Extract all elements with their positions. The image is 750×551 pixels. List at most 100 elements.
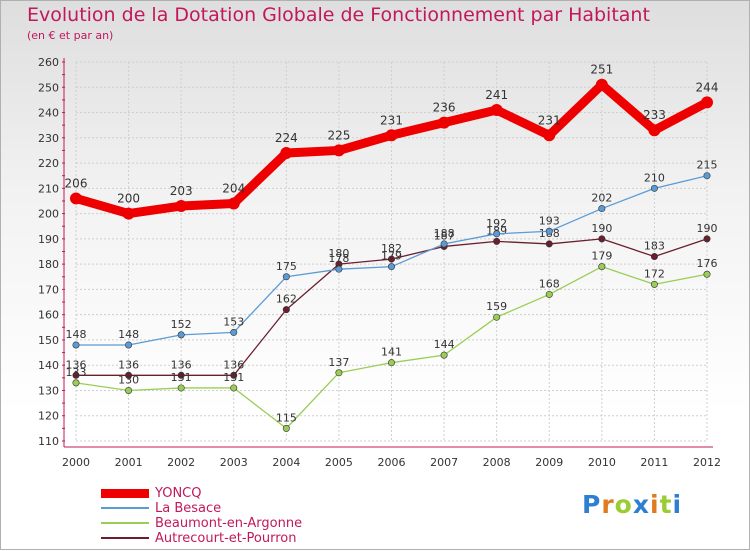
- data-point: [701, 96, 713, 109]
- y-tick-label: 140: [38, 359, 59, 372]
- data-label: 231: [538, 113, 561, 127]
- data-label: 172: [644, 267, 665, 280]
- data-point: [282, 424, 290, 432]
- data-point: [125, 341, 133, 349]
- data-point: [72, 341, 80, 349]
- data-point: [177, 331, 185, 339]
- data-label: 136: [171, 358, 192, 371]
- data-point: [545, 227, 553, 235]
- x-tick-label: 2005: [325, 456, 353, 469]
- legend-item: La Besace: [101, 500, 401, 516]
- legend-swatch: [101, 522, 149, 524]
- legend-label: Autrecourt-et-Pourron: [155, 530, 297, 546]
- data-label: 200: [117, 192, 140, 206]
- data-point: [230, 371, 238, 379]
- data-label: 136: [223, 358, 244, 371]
- data-label: 144: [434, 338, 455, 351]
- y-tick-label: 210: [38, 182, 59, 195]
- data-point: [385, 129, 398, 142]
- data-point: [125, 386, 133, 394]
- legend-label: La Besace: [155, 500, 222, 516]
- y-tick-label: 160: [38, 309, 59, 322]
- data-label: 180: [328, 247, 349, 260]
- data-label: 182: [381, 242, 402, 255]
- data-label: 206: [65, 176, 88, 190]
- data-point: [493, 313, 501, 321]
- data-point: [650, 184, 658, 192]
- data-point: [177, 371, 185, 379]
- legend-item: YONCQ: [101, 485, 401, 501]
- y-tick-label: 170: [38, 283, 59, 296]
- chart-subtitle: (en € et par an): [27, 29, 114, 42]
- data-label: 224: [275, 131, 298, 145]
- data-point: [440, 240, 448, 248]
- data-point: [387, 263, 395, 271]
- data-label: 179: [591, 250, 612, 263]
- data-label: 244: [696, 80, 719, 94]
- y-tick-label: 130: [38, 384, 59, 397]
- data-point: [332, 144, 345, 157]
- legend-swatch: [101, 507, 149, 509]
- data-point: [125, 371, 133, 379]
- data-label: 162: [276, 293, 297, 306]
- data-label: 215: [697, 159, 718, 172]
- legend-swatch: [101, 537, 149, 539]
- y-tick-label: 190: [38, 233, 59, 246]
- x-tick-label: 2002: [167, 456, 195, 469]
- data-point: [335, 369, 343, 377]
- data-point: [282, 273, 290, 281]
- data-point: [177, 384, 185, 392]
- data-point: [227, 197, 240, 210]
- data-point: [335, 265, 343, 273]
- x-tick-label: 2008: [483, 456, 511, 469]
- data-label: 190: [591, 222, 612, 235]
- y-tick-label: 180: [38, 258, 59, 271]
- data-label: 192: [486, 217, 507, 230]
- data-label: 202: [591, 192, 612, 205]
- y-tick-label: 220: [38, 157, 59, 170]
- data-point: [598, 263, 606, 271]
- data-label: 136: [66, 358, 87, 371]
- y-tick-label: 150: [38, 334, 59, 347]
- data-point: [70, 192, 82, 205]
- x-tick-label: 2009: [535, 456, 563, 469]
- data-point: [490, 104, 503, 117]
- x-tick-label: 2006: [378, 456, 406, 469]
- data-point: [493, 237, 501, 245]
- data-label: 137: [328, 356, 349, 369]
- data-point: [598, 205, 606, 213]
- data-point: [703, 270, 711, 278]
- data-point: [230, 384, 238, 392]
- data-label: 233: [643, 108, 666, 122]
- y-tick-label: 120: [38, 410, 59, 423]
- data-label: 176: [697, 257, 718, 270]
- legend-item: Autrecourt-et-Pourron: [101, 530, 401, 546]
- data-label: 148: [66, 328, 87, 341]
- proxiti-logo: Proxiti: [582, 490, 683, 519]
- data-label: 178: [328, 252, 349, 265]
- data-label: 133: [66, 366, 87, 379]
- data-point: [650, 253, 658, 261]
- data-label: 168: [539, 277, 560, 290]
- y-tick-label: 110: [38, 435, 59, 448]
- data-point: [438, 116, 451, 129]
- data-point: [598, 235, 606, 243]
- data-label: 241: [485, 88, 508, 102]
- legend-swatch: [101, 488, 149, 498]
- y-tick-label: 230: [38, 132, 59, 145]
- data-point: [545, 290, 553, 298]
- chart-title: Evolution de la Dotation Globale de Fonc…: [27, 4, 650, 26]
- data-point: [703, 235, 711, 243]
- data-point: [230, 328, 238, 336]
- data-label: 187: [434, 229, 455, 242]
- data-point: [122, 207, 135, 220]
- data-label: 131: [171, 371, 192, 384]
- x-tick-label: 2012: [693, 456, 721, 469]
- data-point: [387, 255, 395, 263]
- data-point: [175, 200, 188, 213]
- data-label: 148: [118, 328, 139, 341]
- data-point: [493, 230, 501, 238]
- data-label: 188: [434, 227, 455, 240]
- y-tick-label: 260: [38, 56, 59, 69]
